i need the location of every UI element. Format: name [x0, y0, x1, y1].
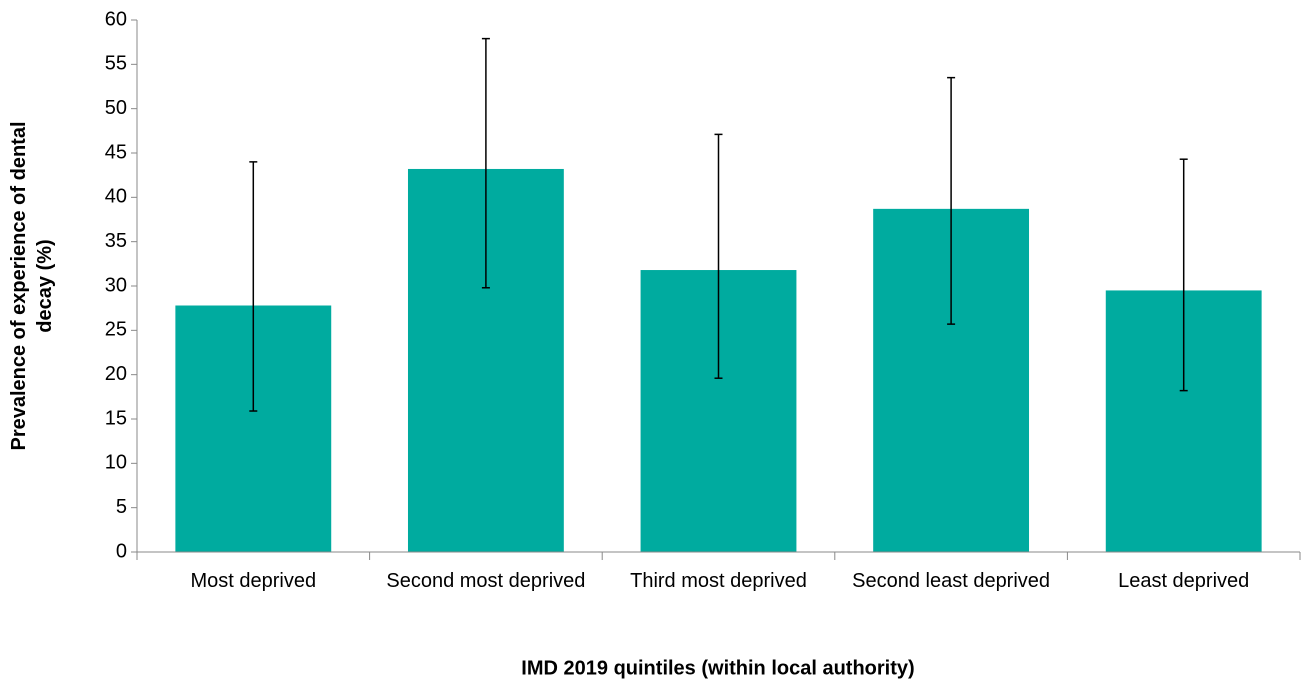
- y-tick-label: 40: [105, 186, 127, 208]
- y-tick-label: 20: [105, 363, 127, 385]
- error-bar: [714, 133, 723, 379]
- y-tick-label: 15: [105, 407, 127, 429]
- x-tick-label-box: Least deprived: [1118, 570, 1250, 592]
- y-tick-label: 0: [116, 540, 127, 562]
- x-tick-label: Second least deprived: [852, 570, 1051, 592]
- error-bar: [481, 37, 490, 289]
- x-axis-title: IMD 2019 quintiles (within local authori…: [521, 657, 915, 680]
- y-tick-label: 50: [105, 97, 127, 119]
- x-tick-label-box: Second least deprived: [852, 570, 1051, 592]
- y-axis-title: Prevalence of experience of dental decay…: [8, 121, 56, 451]
- error-bar: [249, 161, 258, 412]
- x-tick-label-box: Third most deprived: [630, 570, 807, 592]
- y-tick-label: 55: [105, 53, 127, 75]
- x-tick-label: Least deprived: [1118, 570, 1250, 592]
- y-tick-label: 25: [105, 319, 127, 341]
- x-tick-label: Third most deprived: [630, 570, 807, 592]
- x-tick-label-box: Second most deprived: [386, 570, 586, 592]
- y-tick-label: 5: [116, 496, 127, 518]
- x-tick-label-box: Most deprived: [190, 570, 317, 592]
- y-tick-label: 10: [105, 452, 127, 474]
- y-tick-label: 60: [105, 8, 127, 30]
- y-tick-label: 35: [105, 230, 127, 252]
- x-tick-label: Most deprived: [190, 570, 317, 592]
- error-bar: [947, 76, 956, 325]
- x-tick-label: Second most deprived: [386, 570, 586, 592]
- error-bar: [1179, 158, 1188, 392]
- y-tick-label: 45: [105, 141, 127, 163]
- y-tick-label: 30: [105, 274, 127, 296]
